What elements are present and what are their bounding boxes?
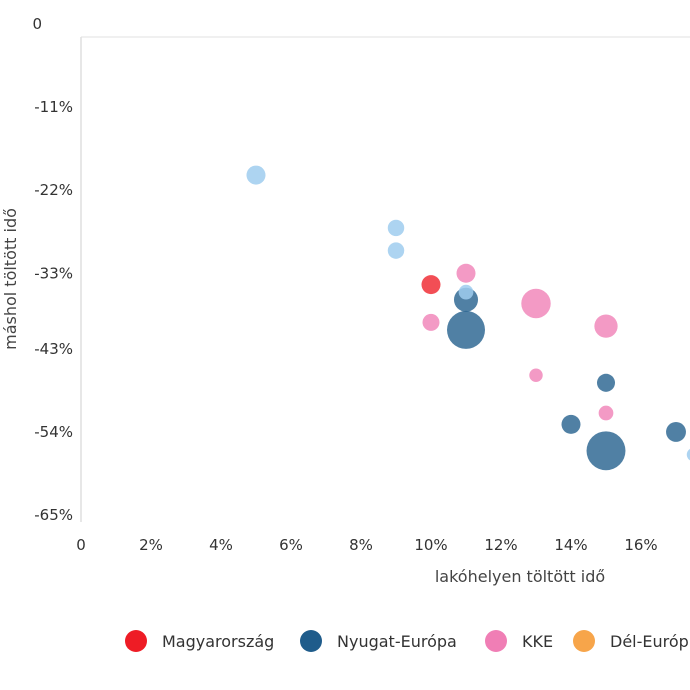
bubble-point — [529, 368, 543, 382]
x-tick-label: 2% — [139, 536, 163, 554]
bubble-point — [561, 414, 581, 434]
y-axis-title: máshol töltött idő — [1, 208, 20, 350]
bubble-point — [596, 373, 616, 392]
y-tick-label: -65% — [34, 506, 73, 524]
x-tick-label: 4% — [209, 536, 233, 554]
y-tick-label: -33% — [34, 264, 73, 282]
y-tick-label: 0 — [32, 15, 42, 33]
x-axis-title: lakóhelyen töltött idő — [435, 567, 605, 586]
x-tick-label: 10% — [414, 536, 447, 554]
x-tick-label: 6% — [279, 536, 303, 554]
bubble-point — [686, 448, 690, 461]
y-tick-label: -11% — [34, 98, 73, 116]
bubble-point — [458, 284, 474, 300]
legend-marker — [485, 630, 507, 652]
legend-label: Dél-Európ — [610, 632, 689, 651]
bubble-point — [447, 310, 485, 349]
bubble-point — [387, 219, 405, 237]
y-tick-label: -43% — [34, 340, 73, 358]
y-tick-labels: 0 -11% -22% -33% -43% -54% -65% — [32, 15, 73, 524]
x-tick-label: 0 — [76, 536, 86, 554]
legend-marker — [573, 630, 595, 652]
x-tick-label: 16% — [624, 536, 657, 554]
x-tick-labels: 0 2% 4% 6% 8% 10% 12% 14% 16% — [76, 536, 657, 554]
bubble-point — [456, 263, 476, 283]
legend-label: Nyugat-Európa — [337, 632, 457, 651]
x-tick-label: 14% — [554, 536, 587, 554]
x-tick-label: 8% — [349, 536, 373, 554]
bubble-point — [594, 314, 618, 338]
bubble-point — [246, 165, 266, 185]
bubble-point — [666, 421, 686, 442]
bubble-layer — [246, 165, 690, 471]
bubble-point — [521, 288, 551, 319]
legend: Magyarország Nyugat-Európa KKE Dél-Európ — [125, 630, 689, 652]
bubble-point — [421, 275, 441, 295]
legend-label: KKE — [522, 632, 553, 651]
bubble-point — [586, 431, 626, 471]
y-tick-label: -54% — [34, 423, 73, 441]
bubble-point — [387, 242, 405, 259]
x-tick-label: 12% — [484, 536, 517, 554]
bubble-point — [422, 313, 440, 331]
y-tick-label: -22% — [34, 181, 73, 199]
legend-marker — [125, 630, 147, 652]
legend-label: Magyarország — [162, 632, 274, 651]
bubble-point — [598, 405, 614, 421]
legend-marker — [300, 630, 322, 652]
